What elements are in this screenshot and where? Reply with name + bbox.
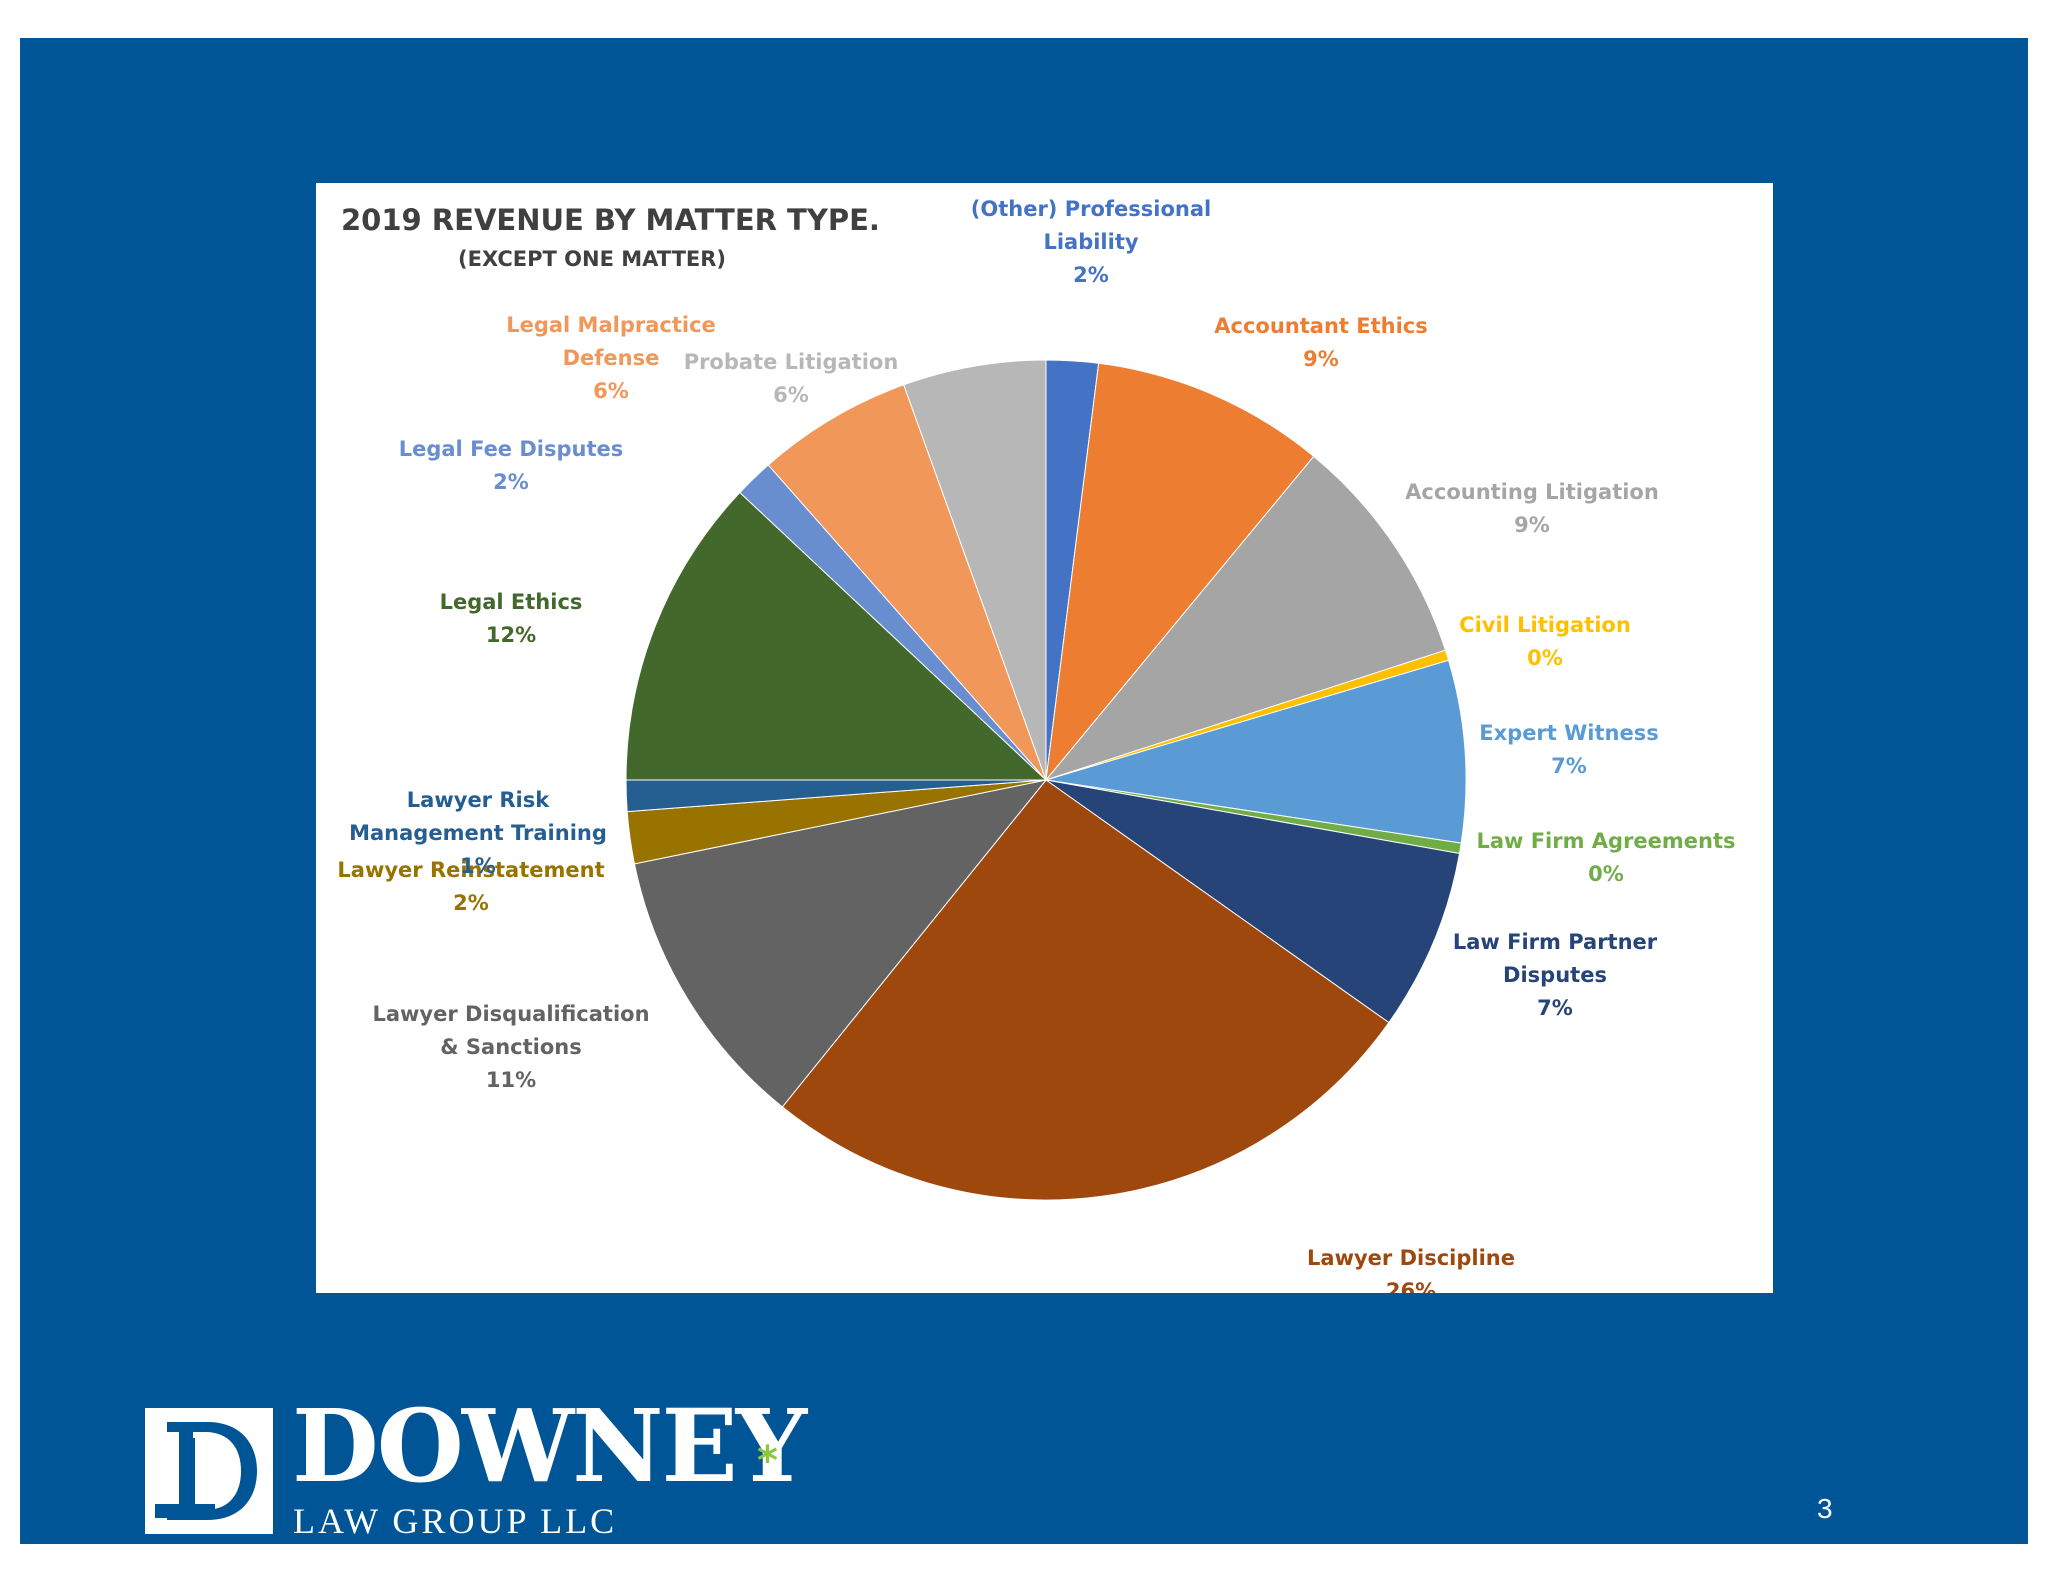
pie-slice-legal-malpractice-defense: [767, 384, 1047, 781]
pie-slice-accountant-ethics: [1045, 362, 1315, 782]
slice-label-other-professional-liability: (Other) Professional Liability 2%: [971, 197, 1211, 287]
slice-label-lawyer-reinstatement: Lawyer Reinstatement 2%: [337, 858, 604, 915]
logo-asterisk-icon: *: [757, 1438, 778, 1484]
chart-title: 2019 REVENUE BY MATTER TYPE.: [341, 203, 880, 237]
pie-slice-legal-ethics: [625, 491, 1048, 781]
pie-slice-lawyer-disqualification-sanctions: [633, 779, 1048, 1108]
dl-monogram-icon: [155, 1422, 257, 1520]
slice-label-lawyer-discipline: Lawyer Discipline 26%: [1307, 1246, 1515, 1293]
slice-label-legal-malpractice-defense: Legal Malpractice Defense 6%: [506, 313, 716, 403]
pie-slice-accounting-litigation: [1044, 455, 1447, 782]
pie-slice-law-firm-partner-disputes: [1045, 779, 1461, 1024]
slice-label-law-firm-partner-disputes: Law Firm Partner Disputes 7%: [1453, 930, 1658, 1020]
logo-subtitle: LAW GROUP LLC: [293, 1501, 618, 1541]
slice-label-legal-ethics: Legal Ethics 12%: [440, 590, 583, 647]
downey-logo: DOWNEY LAW GROUP LLC *: [145, 1396, 845, 1548]
pie-chart: 2019 REVENUE BY MATTER TYPE. (EXCEPT ONE…: [337, 197, 1735, 1293]
slice-label-probate-litigation: Probate Litigation 6%: [684, 350, 899, 407]
pie-slices: [625, 359, 1467, 1201]
slice-label-accountant-ethics: Accountant Ethics 9%: [1214, 314, 1427, 371]
slice-label-law-firm-agreements: Law Firm Agreements 0%: [1476, 829, 1735, 886]
slice-label-lawyer-disqualification-sanctions: Lawyer Disqualification & Sanctions 11%: [372, 1002, 649, 1092]
slide-background: 2019 REVENUE BY MATTER TYPE. (EXCEPT ONE…: [20, 38, 2028, 1544]
pie-slice-lawyer-discipline: [781, 779, 1390, 1201]
slice-label-accounting-litigation: Accounting Litigation 9%: [1405, 480, 1659, 537]
page-number: 3: [1817, 1493, 1833, 1524]
chart-subtitle: (EXCEPT ONE MATTER): [458, 247, 726, 271]
pie-labels: (Other) Professional Liability 2%Accountan…: [337, 197, 1735, 1293]
pie-slice-expert-witness: [1045, 659, 1467, 844]
slice-label-lawyer-risk-management-training: Lawyer Risk Management Training 1%: [349, 788, 607, 878]
slice-label-expert-witness: Expert Witness 7%: [1479, 721, 1658, 778]
logo-monogram: [145, 1408, 273, 1534]
logo-name: DOWNEY: [292, 1387, 807, 1505]
slice-label-civil-litigation: Civil Litigation 0%: [1459, 613, 1631, 670]
slice-label-legal-fee-disputes: Legal Fee Disputes 2%: [399, 437, 624, 494]
chart-panel: 2019 REVENUE BY MATTER TYPE. (EXCEPT ONE…: [316, 183, 1773, 1293]
pie-slice-probate-litigation: [903, 359, 1047, 781]
